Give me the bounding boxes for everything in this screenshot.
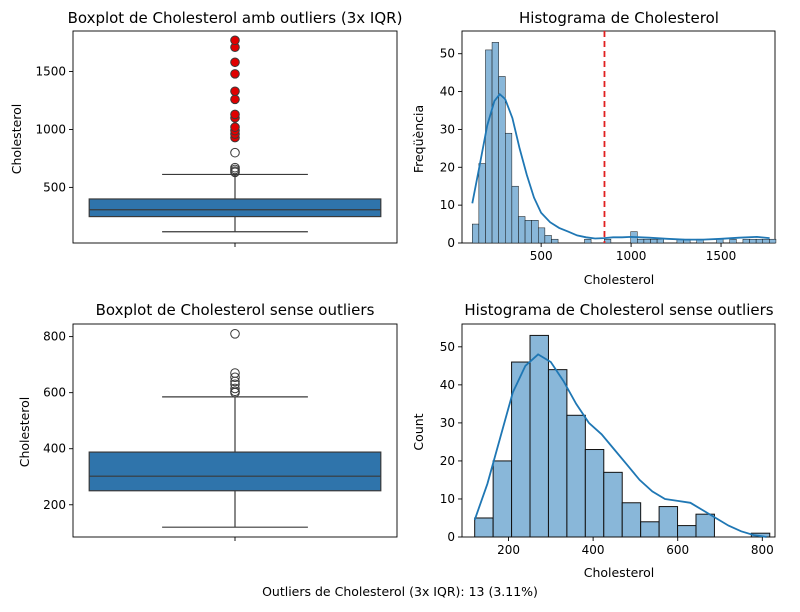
histogram-bar xyxy=(551,238,559,244)
y-tick-label: 50 xyxy=(440,340,455,354)
histogram-bar xyxy=(695,513,715,538)
histogram-bar xyxy=(755,238,763,244)
histogram-bar xyxy=(656,238,664,244)
axes-frame xyxy=(461,30,776,244)
y-axis-label: Count xyxy=(411,413,426,450)
kde-curve xyxy=(471,92,770,241)
histogram-bar xyxy=(485,49,493,244)
histogram-bar xyxy=(547,369,568,538)
outlier-point xyxy=(230,329,240,339)
histogram-bar xyxy=(529,334,549,538)
y-tick-label: 20 xyxy=(440,454,455,468)
y-tick-label: 600 xyxy=(43,386,66,400)
y-axis-label: Cholesterol xyxy=(17,397,32,468)
boxplot-with-outliers-panel: Boxplot de Cholesterol amb outliers (3x … xyxy=(9,9,402,247)
histogram-bar xyxy=(538,227,546,244)
outlier-3iqr-point xyxy=(230,86,240,97)
histogram-bar xyxy=(584,449,605,538)
y-tick-label: 0 xyxy=(447,530,455,544)
outlier-point xyxy=(230,386,240,397)
histogram-bar xyxy=(621,502,642,538)
outlier-3iqr-point xyxy=(230,109,240,120)
x-tick-label: 1500 xyxy=(706,249,737,263)
y-tick-label: 500 xyxy=(43,180,66,194)
histogram-bar xyxy=(511,185,519,244)
histogram-bar xyxy=(640,521,660,538)
histogram-panel: Histograma de Cholesterol Cholesterol Fr… xyxy=(411,9,777,287)
outlier-point xyxy=(230,368,240,378)
y-tick-label: 50 xyxy=(440,47,455,61)
panel-title: Histograma de Cholesterol xyxy=(519,9,719,27)
histogram-bar xyxy=(491,42,499,244)
footer-summary: Outliers de Cholesterol (3x IQR): 13 (3.… xyxy=(262,584,538,599)
outlier-point xyxy=(230,147,240,158)
y-axis-label: Freqüència xyxy=(411,105,426,173)
x-tick-label: 600 xyxy=(666,543,689,557)
outlier-3iqr-point xyxy=(230,94,240,105)
histogram-without-outliers-panel: Histograma de Cholesterol sense outliers… xyxy=(411,301,776,580)
iqr-box xyxy=(88,451,382,492)
outlier-3iqr-point xyxy=(230,35,240,46)
y-tick-label: 30 xyxy=(440,122,455,136)
outlier-3iqr-point xyxy=(230,57,240,68)
histogram-bar xyxy=(637,238,645,244)
kde-curve xyxy=(473,353,767,538)
outlier-point xyxy=(230,162,240,173)
boxplot-without-outliers-panel: Boxplot de Cholesterol sense outliers Ch… xyxy=(17,301,398,541)
y-tick-label: 400 xyxy=(43,442,66,456)
histogram-bar xyxy=(498,76,506,244)
histogram-bar xyxy=(762,238,770,244)
histogram-bar xyxy=(650,238,658,244)
x-axis-label: Cholesterol xyxy=(584,272,655,287)
histogram-bar xyxy=(677,525,697,538)
panel-title: Boxplot de Cholesterol sense outliers xyxy=(96,301,375,319)
y-tick-label: 40 xyxy=(440,378,455,392)
histogram-bar xyxy=(472,223,480,244)
y-tick-label: 10 xyxy=(440,492,455,506)
outlier-3iqr-point xyxy=(230,69,240,79)
histogram-bar xyxy=(531,220,539,244)
histogram-bar xyxy=(544,235,552,244)
outlier-point xyxy=(230,383,240,394)
y-tick-label: 30 xyxy=(440,416,455,430)
x-tick-label: 200 xyxy=(497,543,520,557)
histogram-bar xyxy=(643,238,651,244)
x-tick-label: 800 xyxy=(751,543,774,557)
histogram-bar xyxy=(769,238,777,244)
histogram-bar xyxy=(518,216,526,244)
histogram-bar xyxy=(566,414,586,538)
y-tick-label: 0 xyxy=(447,236,455,250)
histogram-bar xyxy=(524,220,532,244)
x-tick-label: 500 xyxy=(530,249,553,263)
x-tick-label: 400 xyxy=(582,543,605,557)
histogram-bar xyxy=(729,238,737,244)
histogram-bar xyxy=(742,238,750,244)
y-tick-label: 200 xyxy=(43,498,66,512)
histogram-bar xyxy=(478,163,486,244)
panel-title: Histograma de Cholesterol sense outliers xyxy=(464,301,773,319)
x-tick-label: 1000 xyxy=(616,249,647,263)
histogram-bar xyxy=(749,238,757,244)
histogram-bar xyxy=(505,132,513,244)
histogram-bar xyxy=(603,471,623,538)
histogram-bar xyxy=(658,506,679,538)
y-tick-label: 20 xyxy=(440,160,455,174)
y-tick-label: 800 xyxy=(43,330,66,344)
histogram-bar xyxy=(584,238,592,244)
histogram-bar xyxy=(474,517,494,538)
outlier-point xyxy=(230,379,240,390)
y-tick-label: 10 xyxy=(440,198,455,212)
y-tick-label: 1000 xyxy=(35,122,66,136)
outlier-point xyxy=(230,372,240,383)
y-tick-label: 40 xyxy=(440,85,455,99)
iqr-box xyxy=(88,198,382,218)
outlier-3iqr-point xyxy=(230,122,240,132)
x-axis-label: Cholesterol xyxy=(584,565,655,580)
y-tick-label: 1500 xyxy=(35,65,66,79)
panel-title: Boxplot de Cholesterol amb outliers (3x … xyxy=(68,9,403,27)
y-axis-label: Cholesterol xyxy=(9,104,24,175)
histogram-bar xyxy=(492,460,513,538)
